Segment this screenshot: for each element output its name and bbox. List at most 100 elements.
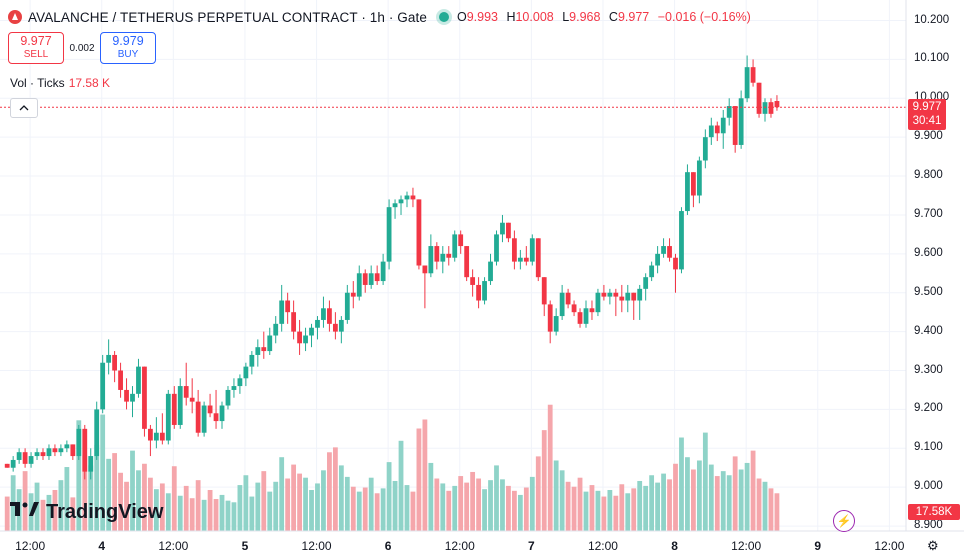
volume-bar	[440, 483, 446, 531]
candle-body	[511, 238, 517, 262]
candle-body	[10, 459, 16, 468]
volume-bar	[685, 457, 690, 531]
candle-body	[374, 273, 380, 282]
candle	[327, 300, 332, 332]
candle	[601, 284, 607, 301]
candle-body	[344, 292, 350, 320]
volume-bar	[458, 476, 464, 531]
sell-button[interactable]: 9.977 SELL	[8, 32, 64, 64]
volume-bar	[637, 480, 643, 531]
candle-body	[124, 389, 129, 402]
candle-body	[762, 102, 768, 114]
candle	[679, 207, 684, 274]
price-tick-label: 9.100	[914, 441, 943, 454]
volume-bar	[476, 478, 481, 531]
settings-icon[interactable]: ⚙	[927, 538, 939, 553]
volume-legend-label: Vol · Ticks	[10, 76, 65, 90]
candle-body	[225, 389, 231, 406]
candle-body	[774, 101, 780, 108]
candle	[4, 463, 10, 468]
candle	[488, 253, 493, 285]
volume-bar	[511, 490, 517, 531]
candle-body	[392, 203, 398, 208]
candle	[506, 222, 511, 243]
candle-body	[76, 428, 82, 457]
candle-body	[464, 246, 470, 278]
volume-bar	[714, 476, 720, 531]
candle-body	[595, 292, 601, 313]
volume-bar	[517, 494, 523, 531]
volume-bar	[153, 489, 159, 531]
volume-bar	[619, 484, 625, 531]
volume-bar	[720, 471, 726, 531]
candle	[422, 265, 428, 309]
candle-body	[404, 195, 410, 200]
collapse-button[interactable]	[10, 98, 38, 118]
candle	[392, 199, 398, 219]
price-tick-label: 9.200	[914, 402, 943, 415]
candle-body	[177, 386, 183, 425]
candle	[70, 444, 76, 460]
candle-body	[744, 67, 750, 99]
change-value: −0.016 (−0.16%)	[657, 10, 751, 24]
volume-bar	[362, 487, 368, 531]
volume-bars	[4, 404, 780, 531]
candle-body	[708, 125, 714, 138]
volume-bar	[565, 481, 571, 531]
candle-body	[673, 257, 678, 270]
volume-bar	[136, 470, 141, 531]
volume-legend[interactable]: Vol · Ticks 17.58 K	[10, 76, 110, 90]
candle	[148, 424, 153, 457]
volume-bar	[386, 462, 392, 531]
candle-body	[148, 428, 153, 441]
volume-bar	[350, 486, 356, 531]
volume-bar	[595, 490, 601, 531]
lightning-icon[interactable]: ⚡	[833, 510, 855, 532]
volume-bar	[368, 477, 374, 531]
candle	[511, 230, 517, 270]
buy-button[interactable]: 9.979 BUY	[100, 32, 156, 64]
candle-body	[410, 195, 416, 200]
volume-bar	[410, 491, 416, 531]
volume-bar	[237, 485, 243, 531]
candle	[249, 351, 255, 375]
candle-body	[667, 246, 672, 258]
time-tick-label: 12:00	[15, 539, 46, 553]
time-tick-label: 4	[98, 539, 106, 553]
candle-body	[398, 199, 404, 204]
volume-bar	[100, 414, 106, 531]
candle	[559, 284, 565, 320]
candle	[112, 351, 118, 383]
candle	[10, 456, 16, 472]
candle	[52, 444, 58, 457]
candle-body	[88, 456, 94, 472]
volume-bar	[82, 455, 88, 531]
candle-body	[601, 292, 607, 297]
symbol-title[interactable]: AVALANCHE / TETHERUS PERPETUAL CONTRACT …	[28, 9, 427, 25]
candle-body	[70, 444, 76, 457]
volume-bar	[58, 480, 64, 531]
candle-body	[768, 102, 774, 114]
candle-body	[482, 281, 487, 301]
candle	[691, 172, 696, 208]
candle-body	[607, 292, 613, 297]
volume-bar	[708, 464, 714, 531]
candle	[750, 59, 756, 87]
spread-value: 0.002	[69, 42, 95, 54]
volume-bar	[225, 500, 231, 531]
candle	[332, 312, 338, 340]
volume-bar	[231, 502, 237, 531]
candle	[58, 444, 64, 457]
volume-bar	[285, 478, 291, 531]
candle	[774, 95, 780, 111]
candle-body	[219, 405, 225, 422]
candle-body	[327, 308, 332, 324]
volume-bar	[327, 452, 332, 531]
ohlc-values: O9.993 H10.008 L9.968 C9.977 −0.016 (−0.…	[456, 10, 751, 24]
candle-body	[661, 246, 666, 254]
time-tick-label: 9	[814, 539, 822, 553]
candle-body	[535, 238, 541, 278]
candle-body	[159, 432, 165, 441]
candle	[661, 238, 666, 258]
